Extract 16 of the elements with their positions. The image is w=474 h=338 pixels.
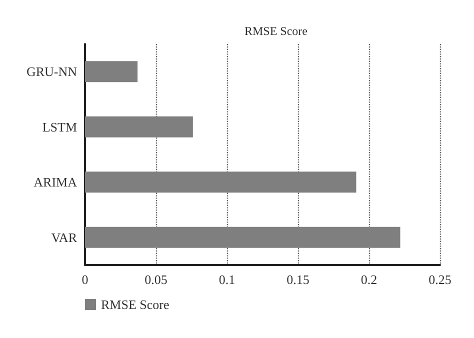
x-tick-label: 0.05 — [144, 272, 168, 287]
x-tick-label: 0.25 — [428, 272, 452, 287]
bar — [85, 116, 193, 138]
legend-label: RMSE Score — [101, 297, 170, 312]
x-tick-label: 0.15 — [286, 272, 310, 287]
y-tick-label: ARIMA — [34, 174, 78, 190]
bar — [85, 61, 138, 82]
y-tick-label: VAR — [51, 230, 78, 245]
bar — [85, 172, 356, 193]
x-tick-label: 0.2 — [360, 272, 378, 287]
chart-title: RMSE Score — [244, 24, 308, 38]
y-tick-label: GRU-NN — [26, 64, 78, 80]
x-tick-label: 0 — [82, 272, 88, 287]
bar — [85, 226, 400, 248]
y-tick-label: LSTM — [42, 119, 78, 134]
x-tick-label: 0.1 — [218, 272, 236, 287]
